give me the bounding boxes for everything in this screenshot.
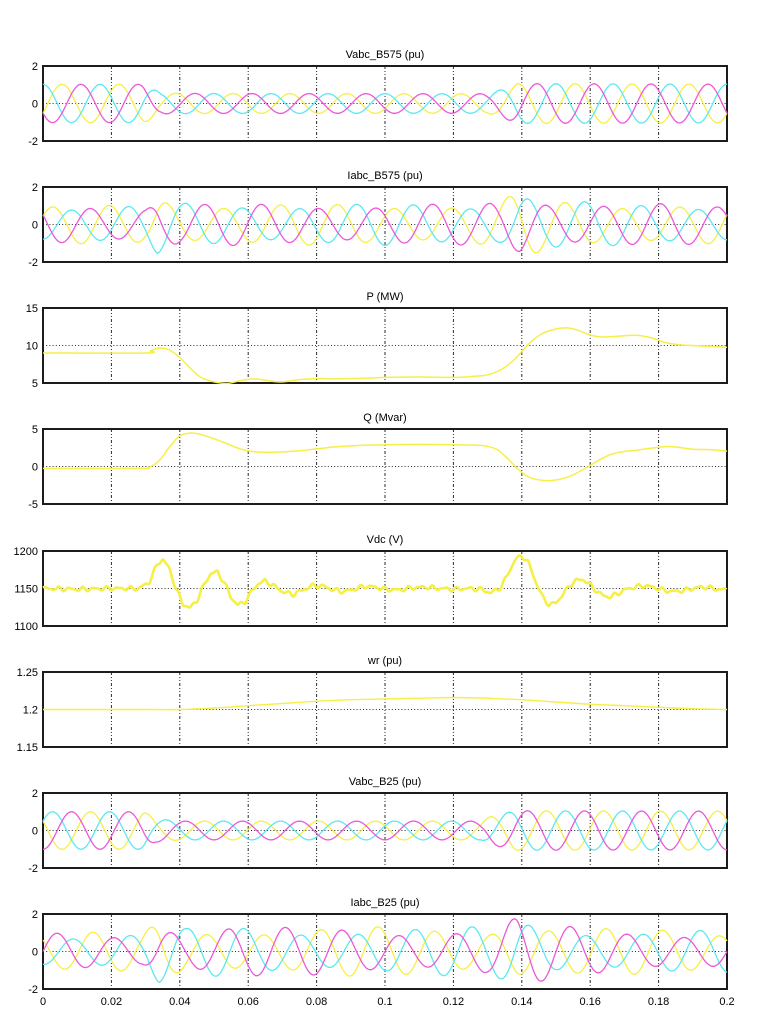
svg-text:2: 2 xyxy=(32,788,38,800)
svg-text:2: 2 xyxy=(32,182,38,194)
svg-text:5: 5 xyxy=(32,424,38,436)
svg-text:10: 10 xyxy=(26,341,38,353)
svg-text:1100: 1100 xyxy=(14,621,38,633)
svg-text:0.02: 0.02 xyxy=(101,996,122,1008)
svg-text:5: 5 xyxy=(32,378,38,390)
chart-title: Vdc (V) xyxy=(366,534,404,546)
chart-title: Q (Mvar) xyxy=(363,412,407,424)
chart-plot: 5 0 -5 xyxy=(28,424,728,511)
svg-text:0.14: 0.14 xyxy=(511,996,532,1008)
svg-text:15: 15 xyxy=(26,303,38,315)
svg-text:-2: -2 xyxy=(28,257,38,269)
svg-text:1.15: 1.15 xyxy=(17,742,38,754)
svg-text:-2: -2 xyxy=(28,863,38,875)
chart-plot: 20-20 0.02 0.04 0.06 0.08 0.1 0.12 0.14 0.16 0.18… xyxy=(28,909,734,1008)
chart-wr: wr (pu) 1.25 1.2 1.15 xyxy=(0,654,768,754)
chart-iabc-b575: Iabc_B575 (pu) 2 0 -2 xyxy=(0,169,768,269)
chart-plot: 1200 1150 1100 xyxy=(14,546,728,633)
svg-text:0.1: 0.1 xyxy=(377,996,392,1008)
svg-text:0.12: 0.12 xyxy=(443,996,464,1008)
chart-plot: 2 0 -2 xyxy=(28,61,728,148)
chart-vdc: Vdc (V) 1200 1150 1100 xyxy=(0,533,768,633)
chart-title: Vabc_B575 (pu) xyxy=(345,49,425,61)
svg-text:1200: 1200 xyxy=(14,546,38,558)
chart-p-mw: P (MW) 15 10 5 xyxy=(0,290,768,390)
svg-text:1.2: 1.2 xyxy=(23,705,38,717)
chart-plot: 15 10 5 xyxy=(26,303,728,390)
svg-text:1150: 1150 xyxy=(14,584,38,596)
svg-text:0: 0 xyxy=(32,947,38,959)
svg-text:0.06: 0.06 xyxy=(237,996,258,1008)
chart-title: Vabc_B25 (pu) xyxy=(348,776,422,788)
svg-text:0.04: 0.04 xyxy=(169,996,190,1008)
chart-plot: 1.25 1.2 1.15 xyxy=(17,667,728,754)
chart-plot: 2 0 -2 xyxy=(28,788,728,875)
chart-title: wr (pu) xyxy=(367,655,403,667)
svg-text:-5: -5 xyxy=(28,499,38,511)
svg-text:0: 0 xyxy=(32,826,38,838)
chart-plot: 2 0 -2 xyxy=(28,182,728,269)
svg-text:1.25: 1.25 xyxy=(17,667,38,679)
chart-iabc-b25: Iabc_B25 (pu) 2 0 -2 0 0.02 0.04 0.06 0.08 0.1 0.… xyxy=(0,896,768,1008)
svg-text:0: 0 xyxy=(32,462,38,474)
svg-text:0: 0 xyxy=(40,996,46,1008)
svg-text:-2: -2 xyxy=(28,984,38,996)
svg-text:0.18: 0.18 xyxy=(648,996,669,1008)
svg-text:0.16: 0.16 xyxy=(579,996,600,1008)
svg-text:2: 2 xyxy=(32,61,38,73)
svg-text:0: 0 xyxy=(32,220,38,232)
chart-q-mvar: Q (Mvar) 5 0 -5 xyxy=(0,411,768,511)
svg-text:-2: -2 xyxy=(28,136,38,148)
svg-text:0: 0 xyxy=(32,99,38,111)
svg-text:2: 2 xyxy=(32,909,38,921)
chart-title: P (MW) xyxy=(366,291,404,303)
chart-title: Iabc_B575 (pu) xyxy=(347,170,423,182)
chart-vabc-b25: Vabc_B25 (pu) 2 0 -2 xyxy=(0,775,768,875)
chart-title: Iabc_B25 (pu) xyxy=(350,897,420,909)
svg-text:0.2: 0.2 xyxy=(719,996,734,1008)
svg-text:0.08: 0.08 xyxy=(306,996,327,1008)
chart-vabc-b575: Vabc_B575 (pu) 2 0 -2 xyxy=(0,48,768,148)
